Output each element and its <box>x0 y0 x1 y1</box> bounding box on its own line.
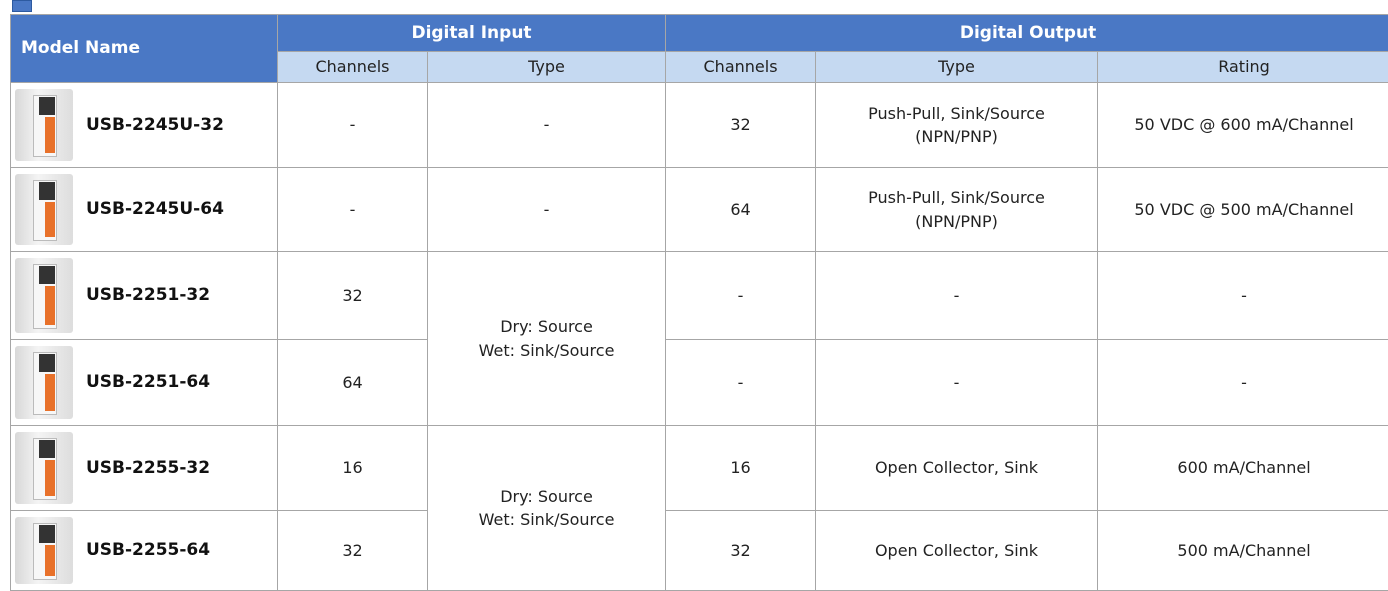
table-cell: - <box>278 168 428 252</box>
product-image-part <box>39 182 55 200</box>
model-name: USB-2255-64 <box>86 540 210 560</box>
product-image-part <box>39 440 55 458</box>
product-image-part <box>45 545 55 576</box>
table-cell: - <box>1098 340 1388 426</box>
product-image-part <box>39 97 55 115</box>
table-cell: - <box>816 252 1098 340</box>
product-image <box>15 346 73 419</box>
subheader-cell: Channels <box>278 52 428 83</box>
table-cell: 600 mA/Channel <box>1098 426 1388 511</box>
model-name: USB-2245U-32 <box>86 115 224 135</box>
table-cell: - <box>428 168 666 252</box>
spec-table: Model Name Digital Input Digital Output … <box>10 14 1388 591</box>
table-cell: 16 <box>666 426 816 511</box>
section-icon <box>12 0 32 12</box>
table-cell: Open Collector, Sink <box>816 426 1098 511</box>
subheader-cell: Type <box>816 52 1098 83</box>
model-cell: USB-2245U-64 <box>11 168 278 252</box>
table-cell: 32 <box>278 252 428 340</box>
table-cell: - <box>666 340 816 426</box>
table-cell: 500 mA/Channel <box>1098 511 1388 591</box>
table-cell: Dry: Source Wet: Sink/Source <box>428 426 666 591</box>
table-cell: - <box>816 340 1098 426</box>
subheader-cell: Rating <box>1098 52 1388 83</box>
product-image <box>15 517 73 584</box>
table-cell: Push-Pull, Sink/Source (NPN/PNP) <box>816 83 1098 168</box>
model-name: USB-2251-64 <box>86 372 210 392</box>
table-cell: Push-Pull, Sink/Source (NPN/PNP) <box>816 168 1098 252</box>
model-cell: USB-2251-64 <box>11 340 278 426</box>
table-cell: 32 <box>278 511 428 591</box>
model-name: USB-2251-32 <box>86 285 210 305</box>
model-cell: USB-2255-32 <box>11 426 278 511</box>
header-cell: Digital Input <box>278 15 666 52</box>
product-image <box>15 258 73 333</box>
table-cell: 32 <box>666 83 816 168</box>
table-cell: Dry: Source Wet: Sink/Source <box>428 252 666 426</box>
header-cell: Model Name <box>11 15 278 83</box>
table-cell: 64 <box>278 340 428 426</box>
table-cell: 64 <box>666 168 816 252</box>
product-image-part <box>39 266 55 284</box>
product-image <box>15 174 73 245</box>
model-name: USB-2255-32 <box>86 458 210 478</box>
product-image-part <box>45 117 55 153</box>
model-cell: USB-2251-32 <box>11 252 278 340</box>
table-cell: 16 <box>278 426 428 511</box>
product-image-part <box>45 374 55 411</box>
table-cell: 32 <box>666 511 816 591</box>
model-cell: USB-2245U-32 <box>11 83 278 168</box>
product-image-part <box>39 354 55 372</box>
table-cell: 50 VDC @ 600 mA/Channel <box>1098 83 1388 168</box>
model-name: USB-2245U-64 <box>86 199 224 219</box>
product-image-part <box>45 202 55 237</box>
product-image-part <box>45 286 55 325</box>
subheader-cell: Channels <box>666 52 816 83</box>
table-cell: - <box>428 83 666 168</box>
table-cell: - <box>666 252 816 340</box>
table-cell: 50 VDC @ 500 mA/Channel <box>1098 168 1388 252</box>
product-image <box>15 432 73 504</box>
table-cell: - <box>278 83 428 168</box>
header-cell: Digital Output <box>666 15 1388 52</box>
subheader-cell: Type <box>428 52 666 83</box>
model-cell: USB-2255-64 <box>11 511 278 591</box>
product-image <box>15 89 73 161</box>
product-image-part <box>39 525 55 543</box>
header-row: Model Name Digital Input Digital Output <box>11 15 1388 52</box>
product-image-part <box>45 460 55 496</box>
table-cell: Open Collector, Sink <box>816 511 1098 591</box>
table-cell: - <box>1098 252 1388 340</box>
